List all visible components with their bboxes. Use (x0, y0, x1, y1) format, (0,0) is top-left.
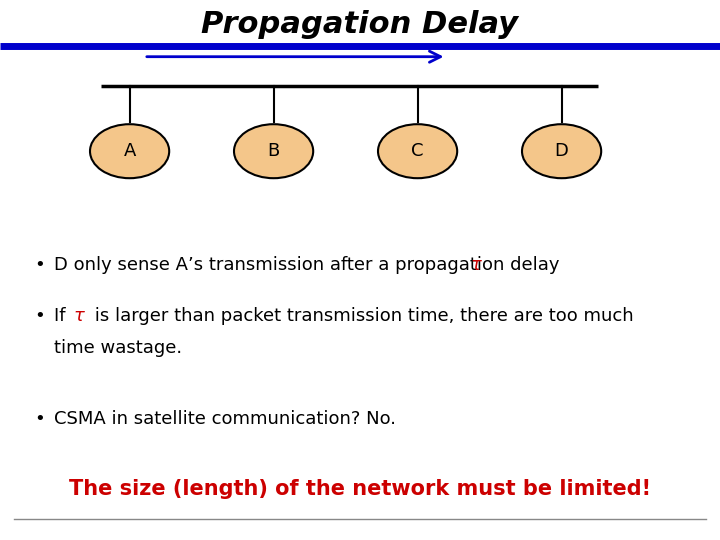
Text: time wastage.: time wastage. (54, 339, 182, 357)
Text: D: D (554, 142, 569, 160)
Ellipse shape (90, 124, 169, 178)
Text: A: A (123, 142, 136, 160)
Ellipse shape (378, 124, 457, 178)
Text: τ: τ (470, 255, 481, 274)
Text: If: If (54, 307, 71, 325)
Text: •: • (35, 307, 45, 325)
Text: The size (length) of the network must be limited!: The size (length) of the network must be… (69, 478, 651, 499)
Text: C: C (411, 142, 424, 160)
Text: D only sense A’s transmission after a propagation delay: D only sense A’s transmission after a pr… (54, 255, 565, 274)
Text: B: B (267, 142, 280, 160)
Text: •: • (35, 409, 45, 428)
Text: Propagation Delay: Propagation Delay (202, 10, 518, 39)
Text: τ: τ (73, 307, 84, 325)
Ellipse shape (522, 124, 601, 178)
Text: CSMA in satellite communication? No.: CSMA in satellite communication? No. (54, 409, 396, 428)
Text: •: • (35, 255, 45, 274)
Text: is larger than packet transmission time, there are too much: is larger than packet transmission time,… (89, 307, 633, 325)
Ellipse shape (234, 124, 313, 178)
